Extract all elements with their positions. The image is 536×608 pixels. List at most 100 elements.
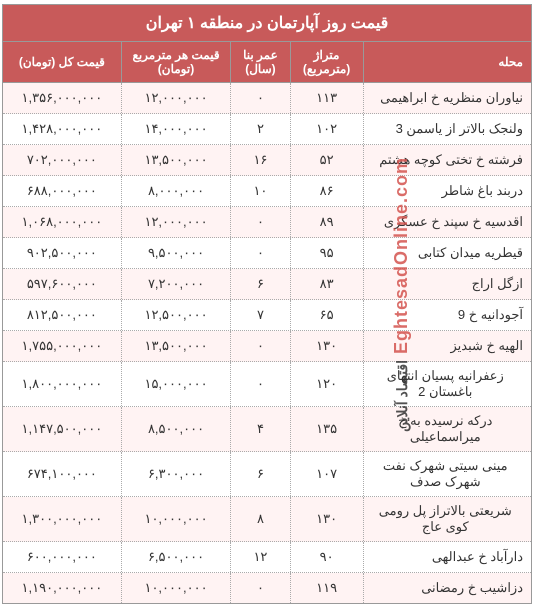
- cell-age: ۶: [230, 452, 289, 496]
- cell-price-per: ۱۲,۰۰۰,۰۰۰: [121, 207, 231, 237]
- cell-area: ۵۲: [290, 145, 363, 175]
- cell-age: ۱۶: [230, 145, 289, 175]
- cell-price-per: ۸,۰۰۰,۰۰۰: [121, 176, 231, 206]
- table-row: مینی سیتی شهرک نفت شهرک صدف۱۰۷۶۶,۳۰۰,۰۰۰…: [3, 452, 531, 497]
- cell-total: ۶۷۴,۱۰۰,۰۰۰: [3, 452, 121, 496]
- cell-neighborhood: دربند باغ شاطر: [363, 176, 531, 206]
- cell-total: ۱,۴۲۸,۰۰۰,۰۰۰: [3, 114, 121, 144]
- cell-area: ۱۲۰: [290, 362, 363, 406]
- cell-area: ۹۵: [290, 238, 363, 268]
- table-row: قیطریه میدان کتابی۹۵۰۹,۵۰۰,۰۰۰۹۰۲,۵۰۰,۰۰…: [3, 238, 531, 269]
- cell-neighborhood: ولنجک بالاتر از یاسمن 3: [363, 114, 531, 144]
- cell-neighborhood: دارآباد خ عبدالهی: [363, 542, 531, 572]
- cell-area: ۱۱۳: [290, 83, 363, 113]
- table-body: نیاوران منظریه خ ابراهیمی۱۱۳۰۱۲,۰۰۰,۰۰۰۱…: [3, 83, 531, 603]
- table-row: درکه نرسیده به خ میراسماعیلی۱۳۵۴۸,۵۰۰,۰۰…: [3, 407, 531, 452]
- table-row: آجودانیه خ 9۶۵۷۱۲,۵۰۰,۰۰۰۸۱۲,۵۰۰,۰۰۰: [3, 300, 531, 331]
- cell-age: ۰: [230, 573, 289, 603]
- cell-area: ۸۶: [290, 176, 363, 206]
- cell-total: ۸۱۲,۵۰۰,۰۰۰: [3, 300, 121, 330]
- cell-total: ۵۹۷,۶۰۰,۰۰۰: [3, 269, 121, 299]
- table-row: الهیه خ شبدیز۱۳۰۰۱۳,۵۰۰,۰۰۰۱,۷۵۵,۰۰۰,۰۰۰: [3, 331, 531, 362]
- cell-age: ۴: [230, 407, 289, 451]
- cell-area: ۸۹: [290, 207, 363, 237]
- cell-area: ۱۳۵: [290, 407, 363, 451]
- table-row: شریعتی بالاتراز پل رومی کوی عاج۱۳۰۸۱۰,۰۰…: [3, 497, 531, 542]
- cell-total: ۷۰۲,۰۰۰,۰۰۰: [3, 145, 121, 175]
- header-area: متراژ (مترمربع): [290, 42, 363, 82]
- cell-price-per: ۶,۳۰۰,۰۰۰: [121, 452, 231, 496]
- cell-total: ۱,۳۵۶,۰۰۰,۰۰۰: [3, 83, 121, 113]
- table-row: زعفرانیه پسیان انتهای باغستان 2۱۲۰۰۱۵,۰۰…: [3, 362, 531, 407]
- cell-price-per: ۷,۲۰۰,۰۰۰: [121, 269, 231, 299]
- cell-age: ۰: [230, 331, 289, 361]
- header-age: عمر بنا (سال): [230, 42, 289, 82]
- cell-age: ۶: [230, 269, 289, 299]
- cell-area: ۹۰: [290, 542, 363, 572]
- cell-area: ۱۳۰: [290, 331, 363, 361]
- cell-price-per: ۱۰,۰۰۰,۰۰۰: [121, 573, 231, 603]
- header-total: قیمت کل (تومان): [3, 42, 121, 82]
- header-price-per: قیمت هر مترمربع (تومان): [121, 42, 231, 82]
- cell-total: ۱,۷۵۵,۰۰۰,۰۰۰: [3, 331, 121, 361]
- cell-area: ۶۵: [290, 300, 363, 330]
- cell-age: ۱۰: [230, 176, 289, 206]
- table-row: اقدسیه خ سپند خ عسگری۸۹۰۱۲,۰۰۰,۰۰۰۱,۰۶۸,…: [3, 207, 531, 238]
- cell-age: ۰: [230, 83, 289, 113]
- cell-area: ۱۳۰: [290, 497, 363, 541]
- cell-area: ۸۳: [290, 269, 363, 299]
- cell-price-per: ۱۵,۰۰۰,۰۰۰: [121, 362, 231, 406]
- cell-total: ۶۰۰,۰۰۰,۰۰۰: [3, 542, 121, 572]
- cell-neighborhood: الهیه خ شبدیز: [363, 331, 531, 361]
- cell-total: ۱,۰۶۸,۰۰۰,۰۰۰: [3, 207, 121, 237]
- cell-area: ۱۰۷: [290, 452, 363, 496]
- table-row: دارآباد خ عبدالهی۹۰۱۲۶,۵۰۰,۰۰۰۶۰۰,۰۰۰,۰۰…: [3, 542, 531, 573]
- table-row: فرشته خ تختی کوچه هشتم۵۲۱۶۱۳,۵۰۰,۰۰۰۷۰۲,…: [3, 145, 531, 176]
- cell-price-per: ۶,۵۰۰,۰۰۰: [121, 542, 231, 572]
- cell-age: ۰: [230, 207, 289, 237]
- cell-neighborhood: اقدسیه خ سپند خ عسگری: [363, 207, 531, 237]
- table-row: نیاوران منظریه خ ابراهیمی۱۱۳۰۱۲,۰۰۰,۰۰۰۱…: [3, 83, 531, 114]
- cell-price-per: ۱۲,۰۰۰,۰۰۰: [121, 83, 231, 113]
- cell-age: ۸: [230, 497, 289, 541]
- price-table: قیمت روز آپارتمان در منطقه ۱ تهران محله …: [2, 4, 532, 604]
- cell-total: ۹۰۲,۵۰۰,۰۰۰: [3, 238, 121, 268]
- cell-price-per: ۸,۵۰۰,۰۰۰: [121, 407, 231, 451]
- cell-price-per: ۱۳,۵۰۰,۰۰۰: [121, 145, 231, 175]
- table-row: ازگل اراج۸۳۶۷,۲۰۰,۰۰۰۵۹۷,۶۰۰,۰۰۰: [3, 269, 531, 300]
- header-neighborhood: محله: [363, 42, 531, 82]
- table-header: محله متراژ (مترمربع) عمر بنا (سال) قیمت …: [3, 42, 531, 83]
- cell-total: ۶۸۸,۰۰۰,۰۰۰: [3, 176, 121, 206]
- cell-price-per: ۱۲,۵۰۰,۰۰۰: [121, 300, 231, 330]
- cell-price-per: ۱۳,۵۰۰,۰۰۰: [121, 331, 231, 361]
- table-row: دزاشیب خ رمضانی۱۱۹۰۱۰,۰۰۰,۰۰۰۱,۱۹۰,۰۰۰,۰…: [3, 573, 531, 603]
- table-title: قیمت روز آپارتمان در منطقه ۱ تهران: [3, 5, 531, 42]
- cell-area: ۱۰۲: [290, 114, 363, 144]
- cell-total: ۱,۱۴۷,۵۰۰,۰۰۰: [3, 407, 121, 451]
- cell-neighborhood: قیطریه میدان کتابی: [363, 238, 531, 268]
- cell-total: ۱,۳۰۰,۰۰۰,۰۰۰: [3, 497, 121, 541]
- cell-neighborhood: آجودانیه خ 9: [363, 300, 531, 330]
- cell-neighborhood: مینی سیتی شهرک نفت شهرک صدف: [363, 452, 531, 496]
- cell-age: ۰: [230, 238, 289, 268]
- cell-neighborhood: شریعتی بالاتراز پل رومی کوی عاج: [363, 497, 531, 541]
- cell-price-per: ۱۴,۰۰۰,۰۰۰: [121, 114, 231, 144]
- cell-neighborhood: فرشته خ تختی کوچه هشتم: [363, 145, 531, 175]
- table-row: ولنجک بالاتر از یاسمن 3۱۰۲۲۱۴,۰۰۰,۰۰۰۱,۴…: [3, 114, 531, 145]
- cell-age: ۰: [230, 362, 289, 406]
- cell-neighborhood: زعفرانیه پسیان انتهای باغستان 2: [363, 362, 531, 406]
- cell-total: ۱,۱۹۰,۰۰۰,۰۰۰: [3, 573, 121, 603]
- cell-neighborhood: نیاوران منظریه خ ابراهیمی: [363, 83, 531, 113]
- table-wrapper: قیمت روز آپارتمان در منطقه ۱ تهران محله …: [4, 4, 532, 604]
- cell-neighborhood: دزاشیب خ رمضانی: [363, 573, 531, 603]
- cell-age: ۷: [230, 300, 289, 330]
- table-row: دربند باغ شاطر۸۶۱۰۸,۰۰۰,۰۰۰۶۸۸,۰۰۰,۰۰۰: [3, 176, 531, 207]
- cell-neighborhood: ازگل اراج: [363, 269, 531, 299]
- cell-age: ۱۲: [230, 542, 289, 572]
- cell-price-per: ۱۰,۰۰۰,۰۰۰: [121, 497, 231, 541]
- cell-area: ۱۱۹: [290, 573, 363, 603]
- cell-total: ۱,۸۰۰,۰۰۰,۰۰۰: [3, 362, 121, 406]
- cell-price-per: ۹,۵۰۰,۰۰۰: [121, 238, 231, 268]
- cell-neighborhood: درکه نرسیده به خ میراسماعیلی: [363, 407, 531, 451]
- cell-age: ۲: [230, 114, 289, 144]
